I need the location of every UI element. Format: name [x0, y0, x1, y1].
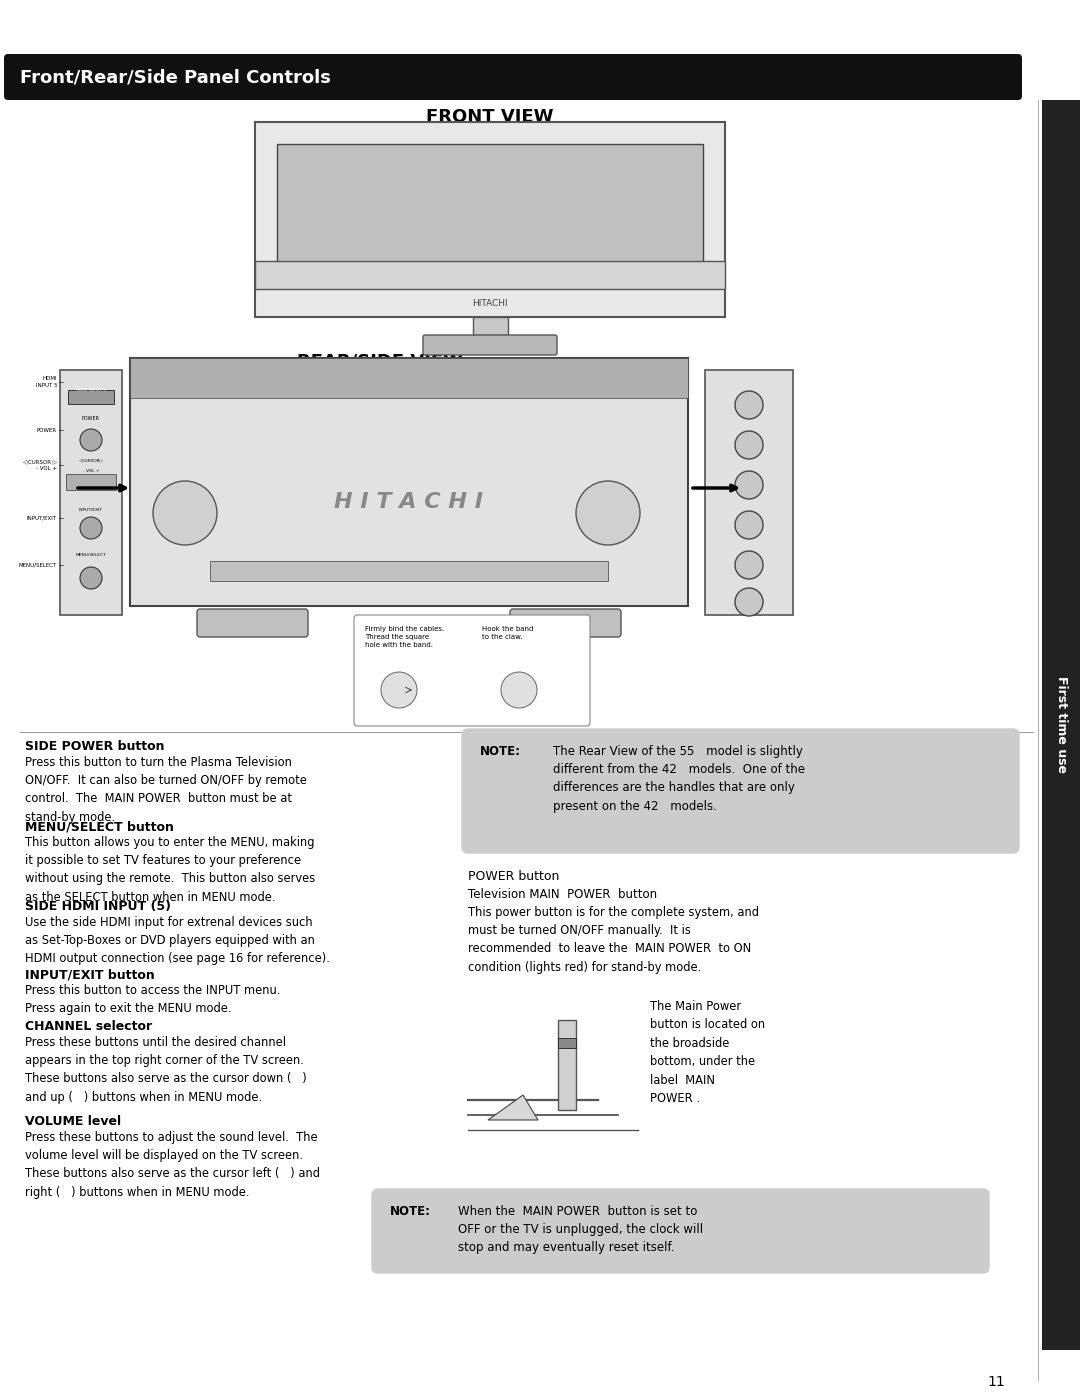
Circle shape: [576, 481, 640, 545]
Circle shape: [735, 432, 762, 460]
Circle shape: [735, 550, 762, 578]
Text: Press these buttons to adjust the sound level.  The
volume level will be display: Press these buttons to adjust the sound …: [25, 1132, 320, 1199]
Text: MENU/SELECT: MENU/SELECT: [18, 563, 57, 567]
Text: SIDE POWER button: SIDE POWER button: [25, 740, 164, 753]
Text: Press these buttons until the desired channel
appears in the top right corner of: Press these buttons until the desired ch…: [25, 1037, 307, 1104]
Text: FRONT VIEW: FRONT VIEW: [427, 108, 554, 126]
Text: POWER: POWER: [82, 415, 100, 420]
Bar: [255, 122, 725, 317]
Text: MENU/SELECT: MENU/SELECT: [76, 553, 106, 557]
Text: REAR/SIDE VIEW: REAR/SIDE VIEW: [297, 352, 463, 370]
Circle shape: [153, 481, 217, 545]
Text: When the  MAIN POWER  button is set to
OFF or the TV is unplugged, the clock wil: When the MAIN POWER button is set to OFF…: [458, 1206, 703, 1255]
Text: CHANNEL selector: CHANNEL selector: [25, 1020, 152, 1032]
Text: Use the side HDMI input for extrenal devices such
as Set-Top-Boxes or DVD player: Use the side HDMI input for extrenal dev…: [25, 916, 329, 965]
Circle shape: [381, 672, 417, 708]
FancyBboxPatch shape: [510, 609, 621, 637]
Text: INPUT/EXIT: INPUT/EXIT: [79, 509, 103, 511]
Circle shape: [80, 429, 102, 451]
Text: This button allows you to enter the MENU, making
it possible to set TV features : This button allows you to enter the MENU…: [25, 835, 315, 904]
Bar: [255, 261, 725, 289]
Text: The Main Power
button is located on
the broadside
bottom, under the
label  MAIN
: The Main Power button is located on the …: [650, 1000, 765, 1105]
Text: Front/Rear/Side Panel Controls: Front/Rear/Side Panel Controls: [21, 68, 330, 87]
Circle shape: [80, 567, 102, 590]
Text: POWER button: POWER button: [468, 870, 559, 883]
Text: ◁CURSOR▷: ◁CURSOR▷: [79, 460, 104, 462]
Text: Press this button to access the INPUT menu.
Press again to exit the MENU mode.: Press this button to access the INPUT me…: [25, 983, 281, 1016]
Text: HDMI INPUT 5: HDMI INPUT 5: [76, 388, 106, 393]
Text: ◁ CURSOR ▷
- VOL +: ◁ CURSOR ▷ - VOL +: [22, 460, 57, 471]
Bar: [60, 370, 122, 615]
Bar: [1042, 101, 1080, 1350]
FancyBboxPatch shape: [462, 729, 1020, 854]
Bar: [558, 1038, 576, 1048]
Circle shape: [80, 517, 102, 539]
Text: Firmly bind the cables.
Thread the square
hole with the band.: Firmly bind the cables. Thread the squar…: [365, 626, 444, 648]
Text: NOTE:: NOTE:: [480, 745, 521, 759]
FancyBboxPatch shape: [423, 335, 557, 355]
Bar: [473, 317, 508, 335]
Text: VOLUME level: VOLUME level: [25, 1115, 121, 1127]
Text: POWER: POWER: [37, 427, 57, 433]
FancyBboxPatch shape: [197, 609, 308, 637]
Text: H I T A C H I: H I T A C H I: [335, 492, 484, 511]
Bar: [210, 562, 608, 581]
Text: 11: 11: [987, 1375, 1005, 1389]
FancyBboxPatch shape: [372, 1189, 989, 1273]
FancyBboxPatch shape: [4, 54, 1022, 101]
Circle shape: [735, 471, 762, 499]
Text: NOTE:: NOTE:: [390, 1206, 431, 1218]
Bar: [130, 358, 688, 398]
Bar: [705, 370, 793, 615]
Text: The Rear View of the 55 model is slightly
different from the 42 models.  One of : The Rear View of the 55 model is slightl…: [553, 745, 805, 813]
Text: First time use: First time use: [1054, 676, 1067, 774]
Text: Press this button to turn the Plasma Television
ON/OFF.  It can also be turned O: Press this button to turn the Plasma Tel…: [25, 756, 307, 824]
Text: Hook the band
to the claw.: Hook the band to the claw.: [482, 626, 534, 640]
Text: INPUT/EXIT button: INPUT/EXIT button: [25, 968, 154, 981]
Text: This power button is for the complete system, and
must be turned ON/OFF manually: This power button is for the complete sy…: [468, 907, 759, 974]
Text: INPUT/EXIT: INPUT/EXIT: [27, 515, 57, 521]
Bar: [68, 390, 114, 404]
Circle shape: [735, 511, 762, 539]
Text: MENU/SELECT button: MENU/SELECT button: [25, 820, 174, 833]
Circle shape: [735, 391, 762, 419]
FancyBboxPatch shape: [354, 615, 590, 726]
Text: Television MAIN  POWER  button: Television MAIN POWER button: [468, 888, 657, 901]
Circle shape: [501, 672, 537, 708]
Text: HDMI
INPUT 5: HDMI INPUT 5: [36, 376, 57, 387]
Text: HITACHI: HITACHI: [472, 299, 508, 307]
Bar: [276, 144, 703, 267]
Text: SIDE HDMI INPUT (5): SIDE HDMI INPUT (5): [25, 900, 171, 914]
Bar: [558, 1020, 576, 1111]
Polygon shape: [488, 1095, 538, 1120]
Text: - VOL +: - VOL +: [83, 469, 99, 474]
Bar: [66, 474, 116, 490]
Bar: [130, 358, 688, 606]
Circle shape: [735, 588, 762, 616]
